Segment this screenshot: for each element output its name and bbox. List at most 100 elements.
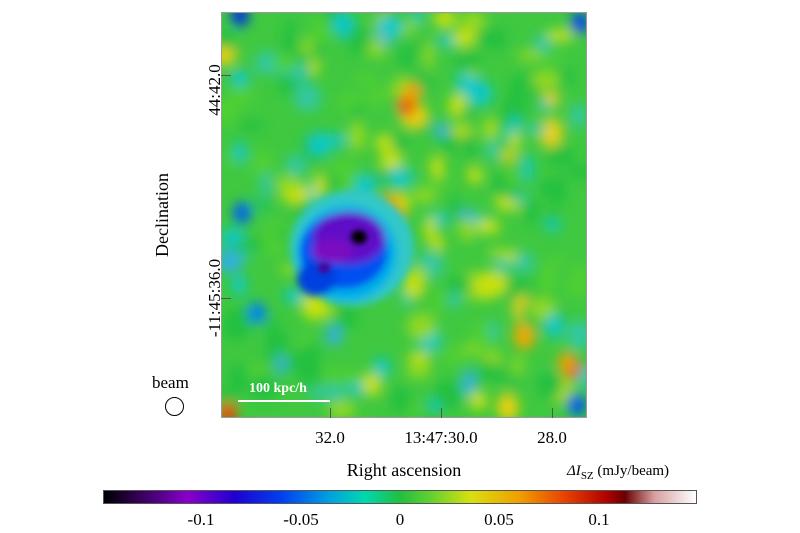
y-tick-mark	[221, 298, 231, 299]
noise-blob	[434, 122, 449, 138]
noise-blob	[390, 386, 411, 415]
noise-blob	[371, 168, 393, 181]
noise-blob	[466, 81, 493, 107]
noise-blob	[347, 25, 369, 56]
noise-blob	[476, 218, 500, 235]
noise-blob	[469, 391, 488, 411]
noise-blob	[565, 276, 586, 298]
noise-blob	[307, 132, 334, 157]
noise-blob	[367, 86, 392, 107]
noise-blob	[306, 340, 321, 362]
noise-blob	[326, 324, 343, 347]
noise-blob	[275, 174, 300, 191]
noise-blob	[570, 102, 586, 130]
noise-blob	[545, 313, 564, 339]
noise-blob	[433, 13, 457, 28]
noise-blob	[492, 120, 504, 141]
noise-blob	[283, 288, 307, 304]
noise-blob	[458, 217, 477, 241]
noise-blob	[367, 40, 386, 58]
x-tick-mark	[330, 408, 331, 418]
noise-blob	[403, 82, 421, 104]
noise-blob	[231, 13, 249, 27]
noise-blob	[248, 199, 273, 210]
noise-blob	[513, 321, 536, 350]
noise-blob	[300, 38, 314, 55]
noise-blob	[362, 372, 382, 396]
noise-blob	[553, 255, 564, 268]
noise-blob	[375, 134, 393, 152]
noise-blob	[538, 117, 563, 148]
noise-blob	[539, 100, 550, 112]
x-tick-label: 13:47:30.0	[404, 428, 478, 447]
colorbar-title-sub: SZ	[580, 470, 594, 482]
noise-blob	[431, 174, 450, 191]
noise-blob	[223, 307, 254, 337]
noise-blob	[475, 361, 498, 381]
noise-blob	[545, 144, 575, 166]
noise-blob	[275, 353, 287, 375]
y-tick-label: -11:45:36.0	[205, 258, 224, 338]
noise-blob	[301, 291, 328, 321]
noise-blob	[323, 367, 338, 386]
noise-blob	[309, 59, 320, 75]
noise-blob	[222, 250, 243, 273]
noise-blob	[461, 131, 478, 161]
noise-blob	[353, 74, 378, 85]
noise-blob	[264, 329, 288, 356]
noise-blob	[254, 51, 279, 76]
noise-blob	[260, 172, 273, 196]
noise-blob	[423, 40, 434, 70]
noise-blob	[406, 361, 432, 379]
noise-blob	[531, 69, 560, 91]
scale-bar	[238, 400, 330, 402]
noise-blob	[228, 86, 255, 106]
noise-blob	[318, 384, 348, 401]
noise-blob	[522, 153, 533, 183]
noise-blob	[568, 394, 586, 416]
noise-blob	[398, 43, 413, 73]
colorbar-title-prefix: ΔI	[567, 463, 581, 479]
noise-blob	[572, 325, 586, 341]
noise-blob	[413, 42, 426, 55]
noise-blob	[505, 168, 520, 188]
noise-blob	[327, 400, 356, 417]
noise-blob	[248, 302, 266, 324]
noise-blob	[398, 196, 411, 209]
noise-blob	[430, 286, 444, 314]
noise-blob	[407, 352, 431, 363]
noise-blob	[233, 202, 251, 224]
noise-blob	[432, 236, 444, 252]
noise-blob	[375, 14, 404, 39]
noise-blob	[452, 52, 483, 71]
sz-map	[221, 12, 587, 418]
noise-blob	[277, 75, 298, 94]
noise-blob	[237, 238, 267, 252]
noise-blob	[467, 166, 483, 184]
colorbar-title-units: (mJy/beam)	[597, 463, 670, 479]
sz-map-image	[222, 13, 586, 417]
noise-blob	[352, 103, 364, 117]
colorbar-tick-label: 0	[395, 510, 405, 529]
noise-blob	[488, 247, 508, 259]
noise-blob	[533, 33, 553, 53]
noise-blob	[222, 402, 237, 417]
noise-blob	[474, 271, 499, 300]
noise-blob	[313, 172, 325, 202]
noise-blob	[293, 84, 322, 112]
noise-blob	[538, 179, 564, 199]
noise-blob	[571, 13, 586, 34]
colorbar-title: ΔISZ (mJy/beam)	[567, 463, 669, 482]
noise-blob	[493, 258, 514, 273]
beam-circle-icon	[165, 397, 184, 416]
scale-bar-label: 100 kpc/h	[249, 381, 307, 396]
noise-blob	[338, 157, 357, 185]
noise-blob	[514, 251, 534, 274]
noise-blob	[460, 13, 487, 32]
x-axis-title: Right ascension	[346, 460, 462, 480]
y-tick-mark	[221, 75, 231, 76]
noise-blob	[284, 18, 296, 44]
x-tick-mark	[552, 408, 553, 418]
noise-blob	[447, 291, 462, 309]
noise-blob	[446, 276, 473, 294]
